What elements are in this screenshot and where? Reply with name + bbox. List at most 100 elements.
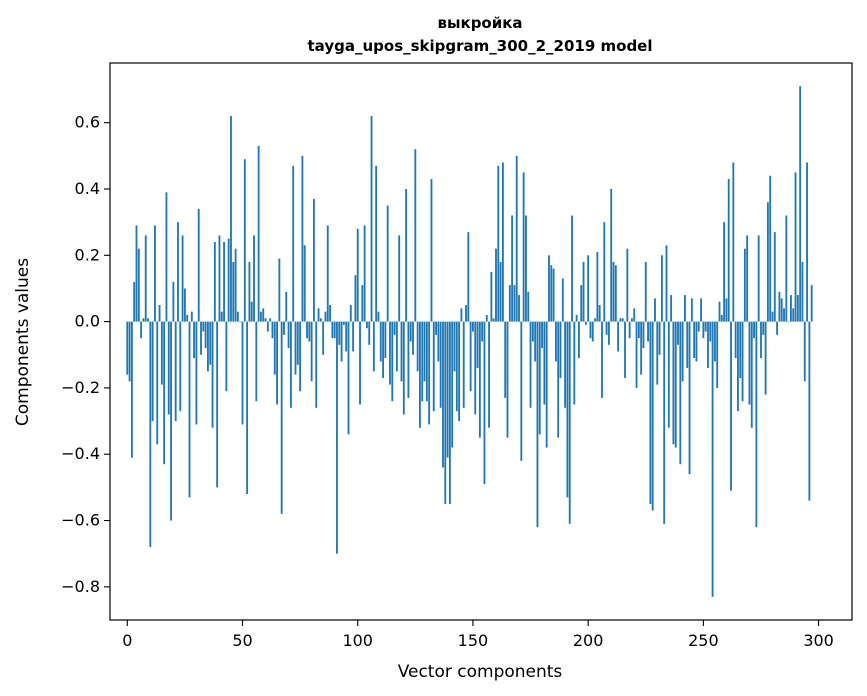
bar	[349, 305, 352, 322]
bar	[654, 298, 656, 322]
bar	[536, 321, 539, 528]
bar	[707, 321, 709, 369]
bar	[806, 162, 808, 322]
bar	[808, 321, 811, 501]
bar	[442, 321, 444, 468]
bar	[725, 298, 728, 322]
bar	[446, 321, 449, 458]
bar	[232, 261, 235, 322]
bar	[527, 291, 530, 322]
bar	[359, 321, 361, 405]
bar	[799, 86, 802, 322]
bar	[649, 321, 652, 504]
y-tick-label: −0.8	[61, 577, 100, 596]
bar	[271, 321, 274, 339]
bar	[409, 321, 412, 342]
bar	[372, 321, 375, 372]
bar	[225, 321, 228, 392]
bar	[651, 321, 654, 511]
bar	[338, 321, 341, 345]
bar	[610, 188, 613, 322]
bar	[386, 205, 389, 322]
bar	[322, 321, 325, 355]
bar	[785, 215, 788, 322]
bar	[299, 321, 302, 392]
bar	[561, 278, 564, 322]
bar	[213, 242, 216, 322]
y-axis-label: Components values	[13, 258, 33, 426]
bar	[674, 321, 677, 448]
bar	[430, 179, 433, 322]
bar	[347, 321, 350, 435]
bar	[342, 321, 345, 325]
bar	[508, 285, 511, 322]
bar	[188, 321, 191, 498]
bar	[582, 261, 585, 322]
bar	[750, 321, 753, 428]
bar	[734, 321, 737, 359]
bar	[128, 321, 131, 382]
bar	[197, 208, 200, 322]
bar	[379, 321, 382, 362]
bar	[681, 321, 684, 382]
bar	[621, 318, 624, 322]
bar	[534, 321, 537, 362]
bar	[142, 318, 145, 322]
bar	[421, 321, 424, 402]
bar	[472, 321, 474, 332]
bar	[619, 318, 622, 322]
bar	[492, 318, 495, 322]
bar	[697, 321, 700, 332]
bar	[204, 321, 207, 349]
bar	[614, 265, 617, 322]
bar	[796, 295, 799, 322]
bar	[326, 225, 329, 322]
bar	[435, 321, 437, 335]
bar	[776, 321, 779, 335]
bar	[246, 321, 249, 495]
bar	[310, 321, 313, 382]
bar	[564, 321, 567, 408]
bar	[329, 305, 331, 322]
bar	[439, 321, 442, 408]
bar	[801, 261, 804, 322]
bar	[631, 318, 633, 322]
x-tick-label: 0	[122, 631, 132, 650]
bar	[628, 321, 631, 339]
bar	[158, 305, 161, 322]
bar	[250, 301, 253, 322]
bar	[260, 311, 262, 322]
bar	[266, 321, 269, 332]
bar	[748, 321, 751, 405]
bars-group	[126, 86, 813, 597]
bar	[684, 295, 686, 322]
bar	[294, 321, 297, 375]
bar	[730, 321, 732, 491]
x-tick-label: 150	[458, 631, 489, 650]
bar	[276, 321, 278, 405]
bar	[405, 188, 408, 322]
bar	[370, 116, 373, 322]
bar	[126, 321, 129, 375]
bar	[333, 321, 336, 339]
bar	[289, 321, 292, 408]
bar	[209, 321, 212, 365]
bar	[356, 228, 359, 322]
bar	[541, 321, 543, 349]
bar	[474, 321, 477, 415]
bar	[739, 321, 742, 378]
bar	[665, 245, 668, 322]
bar	[257, 145, 260, 322]
bar	[455, 321, 458, 412]
bar	[317, 308, 320, 322]
bar	[352, 321, 355, 352]
bar	[331, 321, 334, 339]
bar	[713, 321, 716, 362]
bar	[393, 321, 396, 335]
bar	[264, 318, 267, 322]
bar	[255, 321, 258, 402]
bar	[423, 321, 426, 382]
bar	[453, 321, 456, 372]
bar	[425, 321, 428, 402]
bar	[230, 116, 232, 322]
